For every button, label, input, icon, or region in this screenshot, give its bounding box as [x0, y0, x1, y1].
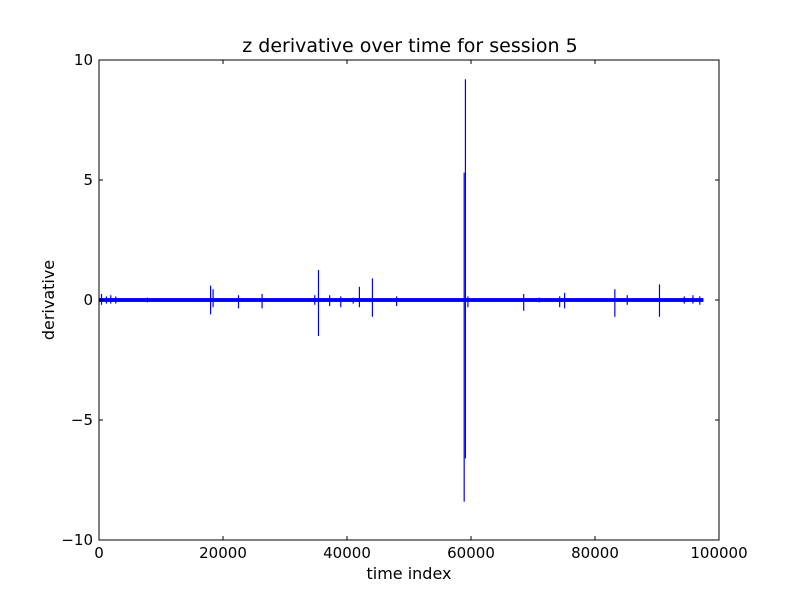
y-tick-label: 10	[74, 51, 93, 69]
series-layer	[99, 79, 704, 502]
y-tick-label: −10	[61, 531, 93, 549]
x-tick-label: 60000	[447, 544, 495, 562]
chart-title: z derivative over time for session 5	[242, 35, 577, 57]
x-tick-label: 0	[94, 544, 104, 562]
x-tick-label: 100000	[690, 544, 747, 562]
y-axis-label: derivative	[39, 260, 58, 340]
x-tick-label: 20000	[199, 544, 247, 562]
y-tick-label: 5	[83, 171, 93, 189]
y-tick-label: 0	[83, 291, 93, 309]
y-tick-label: −5	[71, 411, 93, 429]
series-baseline-band	[99, 298, 704, 302]
x-tick-label: 80000	[571, 544, 619, 562]
tick-layer: 0 20000 40000 60000 80000 100000 −10 −5 0 5 10	[61, 51, 747, 562]
x-axis-label: time index	[366, 564, 451, 583]
x-tick-label: 40000	[323, 544, 371, 562]
